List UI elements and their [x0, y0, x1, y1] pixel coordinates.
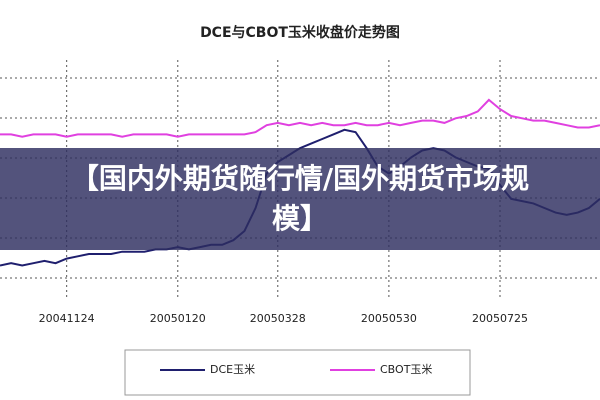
- x-tick-label: 20050120: [150, 312, 206, 325]
- banner-text: 【国内外期货随行情/国外期货市场规模】: [70, 162, 530, 235]
- series-line: [0, 98, 600, 138]
- x-tick-label: 20050725: [472, 312, 528, 325]
- legend-label: DCE玉米: [210, 363, 255, 376]
- legend-label: CBOT玉米: [380, 363, 432, 376]
- x-tick-label: 20050530: [361, 312, 417, 325]
- chart-title: DCE与CBOT玉米收盘价走势图: [200, 24, 400, 41]
- banner: 【国内外期货随行情/国外期货市场规模】: [0, 148, 600, 250]
- x-tick-label: 20050328: [250, 312, 306, 325]
- legend-box: [124, 349, 471, 396]
- x-tick-label: 20041124: [39, 312, 95, 325]
